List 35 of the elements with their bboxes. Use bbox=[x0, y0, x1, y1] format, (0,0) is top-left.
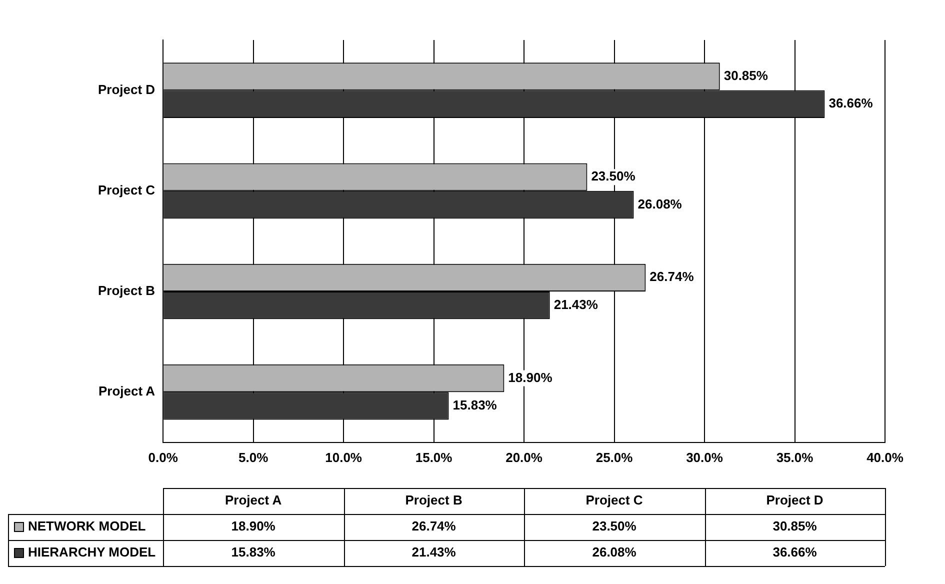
x-tick-label: 0.0% bbox=[148, 450, 178, 465]
data-label: 30.85% bbox=[724, 68, 768, 84]
text: 30.85% bbox=[772, 518, 817, 534]
category-label: Project D bbox=[766, 492, 824, 508]
legend-label: NETWORK MODEL bbox=[28, 518, 146, 534]
text: 21.43% bbox=[412, 544, 456, 560]
x-tick-label: 5.0% bbox=[238, 450, 269, 465]
category-label: Project B bbox=[405, 492, 462, 508]
y-tick-label: Project A bbox=[98, 384, 156, 399]
data-label: 15.83% bbox=[452, 398, 498, 413]
x-tick-label: 15.0% bbox=[415, 450, 453, 465]
data-label: 21.43% bbox=[554, 296, 598, 312]
y-tick-label: Project D bbox=[98, 82, 156, 97]
text: 26.74% bbox=[412, 518, 456, 534]
text: 26.08% bbox=[592, 544, 636, 560]
data-label: 23.50% bbox=[591, 168, 636, 184]
legend-label: HIERARCHY MODEL bbox=[28, 544, 156, 560]
data-label: 18.90% bbox=[508, 370, 553, 385]
x-tick-label: 10.0% bbox=[325, 450, 362, 465]
data-label: 26.08% bbox=[638, 196, 682, 212]
category-label: Project A bbox=[225, 492, 282, 508]
y-tick-label: Project C bbox=[98, 182, 156, 198]
x-tick-label: 20.0% bbox=[506, 450, 543, 465]
category-label: Project C bbox=[586, 492, 643, 508]
y-tick-label: Project B bbox=[98, 283, 156, 298]
x-tick-label: 30.0% bbox=[686, 450, 724, 465]
x-tick-label: 35.0% bbox=[776, 450, 814, 465]
data-label: 26.74% bbox=[650, 269, 694, 284]
data-label: 36.66% bbox=[828, 96, 874, 111]
text: 18.90% bbox=[231, 518, 276, 534]
x-tick-label: 25.0% bbox=[596, 450, 634, 465]
text: 36.66% bbox=[772, 544, 817, 560]
text: 15.83% bbox=[231, 544, 276, 560]
text: 23.50% bbox=[592, 518, 636, 534]
x-tick-label: 40.0% bbox=[866, 450, 904, 465]
